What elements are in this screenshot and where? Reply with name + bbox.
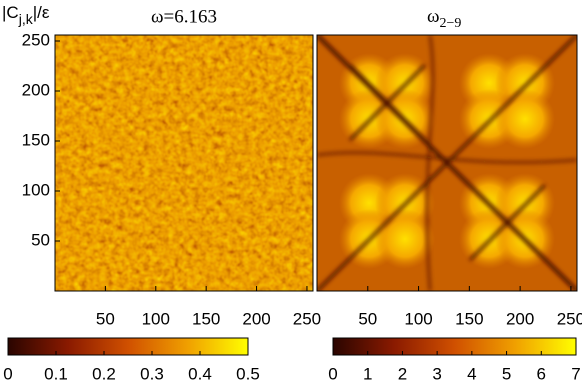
panel-title: ω=6.163	[151, 6, 217, 27]
colorbar	[332, 337, 577, 356]
colorbar-tick-label: 7	[571, 364, 580, 383]
colorbar-tick-label: 6	[537, 364, 546, 383]
colorbar	[7, 337, 249, 356]
y-tick-label: 200	[22, 80, 50, 99]
colorbar-tick-label: 4	[467, 364, 476, 383]
heatmap-image-right	[317, 35, 577, 291]
colorbar-tick-label: 0	[328, 364, 337, 383]
colorbar-tick-label: 0.1	[44, 364, 68, 383]
x-tick-label: 250	[557, 309, 582, 328]
y-axis-label: |Cj,k|/ε	[2, 3, 50, 26]
heatmap-images	[55, 35, 577, 291]
panel-title-part: 2−9	[440, 16, 462, 31]
y-axis-label-part: |C	[2, 3, 19, 22]
colorbar-tick-label: 0.2	[92, 364, 116, 383]
y-tick-label: 100	[22, 180, 50, 199]
colorbar-tick-label: 1	[363, 364, 372, 383]
panel-title-part: ω	[427, 6, 440, 27]
y-tick-label: 150	[22, 130, 50, 149]
x-tick-label: 50	[96, 309, 115, 328]
x-tick-label: 200	[506, 309, 534, 328]
colorbar-tick-label: 0.4	[188, 364, 212, 383]
colorbar-tick-label: 3	[432, 364, 441, 383]
x-tick-label: 100	[142, 309, 170, 328]
y-axis-label-part: |/ε	[33, 3, 50, 22]
y-tick-label: 50	[31, 230, 50, 249]
x-tick-label: 250	[293, 309, 321, 328]
y-tick-label: 250	[22, 30, 50, 49]
colorbar-tick-label: 0.5	[236, 364, 260, 383]
y-axis-label-part: j,k	[18, 11, 34, 27]
colorbar-tick-label: 5	[502, 364, 511, 383]
panel-title: ω2−9	[427, 6, 461, 31]
x-tick-label: 150	[192, 309, 220, 328]
colorbar-tick-label: 0.3	[140, 364, 164, 383]
frames	[54, 34, 578, 292]
x-tick-label: 200	[242, 309, 270, 328]
colorbar-tick-label: 2	[398, 364, 407, 383]
colorbar-tick-label: 0	[3, 364, 12, 383]
x-tick-label: 100	[404, 309, 432, 328]
x-tick-label: 50	[358, 309, 377, 328]
x-tick-label: 150	[455, 309, 483, 328]
heatmap-image-left	[55, 35, 313, 291]
